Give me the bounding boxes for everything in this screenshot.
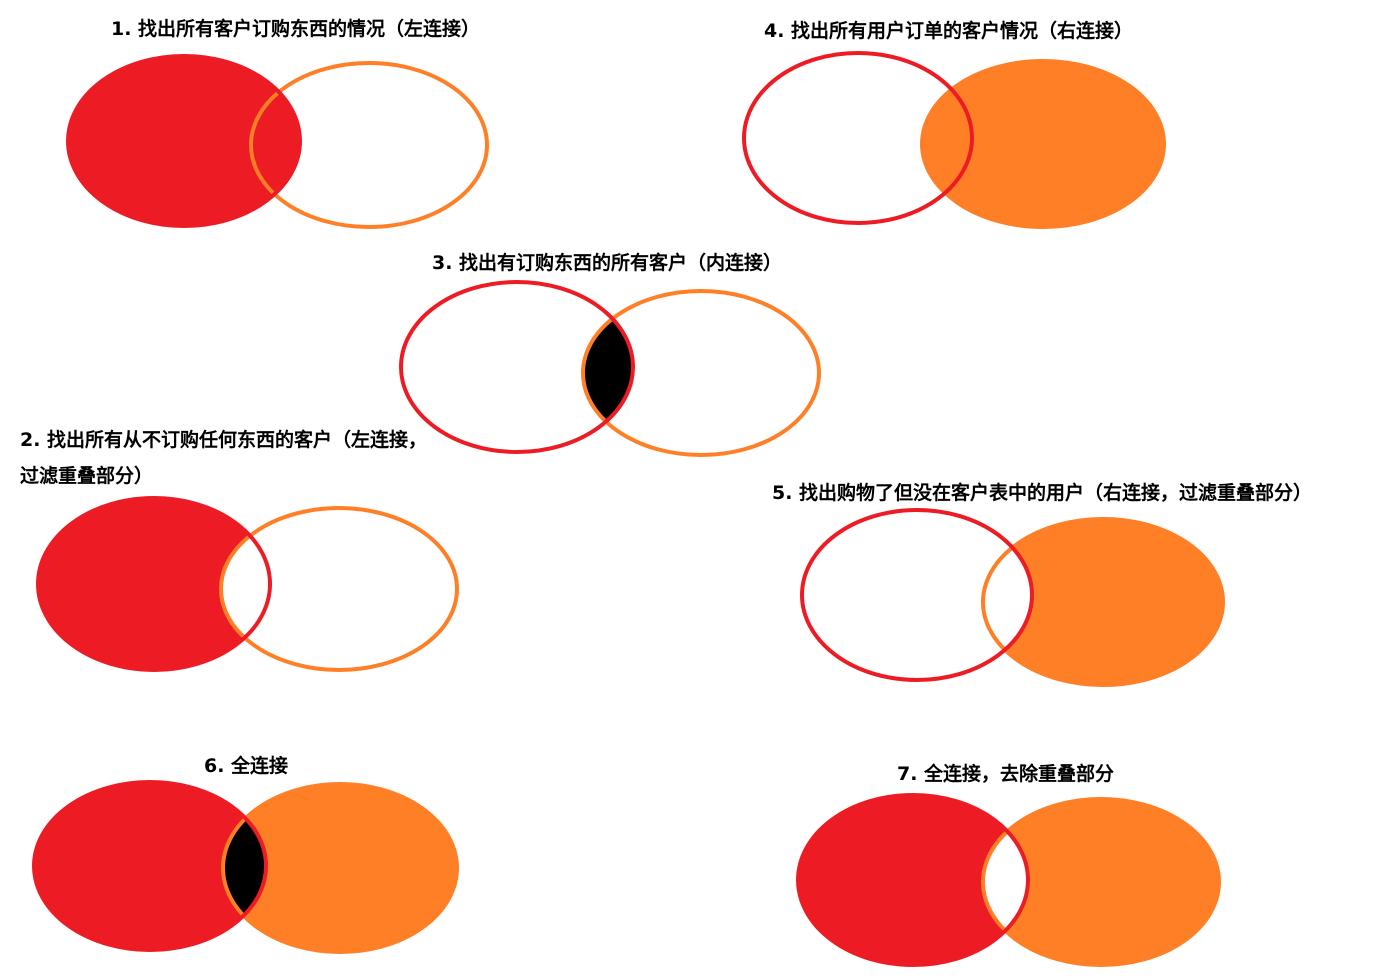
left-set-outline xyxy=(36,496,272,672)
caption-full-join-excluding: 7. 全连接，去除重叠部分 xyxy=(897,763,1115,785)
right-set-outline xyxy=(981,797,1221,967)
venn-d3 xyxy=(399,280,821,457)
right-set-fill xyxy=(983,799,1219,965)
left-set-outline xyxy=(66,54,302,228)
left-set-fill xyxy=(744,53,972,223)
venn-d4 xyxy=(742,51,1166,229)
caption-right-join: 4. 找出所有用户订单的客户情况（右连接） xyxy=(764,20,1134,42)
venn-d5 xyxy=(800,508,1225,687)
right-set-outline xyxy=(249,61,489,229)
right-set-outline xyxy=(920,59,1166,229)
venn-d2 xyxy=(36,496,459,672)
caption-left-join-excluding: 2. 找出所有从不订购任何东西的客户（左连接，过滤重叠部分） xyxy=(20,429,428,487)
left-set-fill xyxy=(401,282,633,452)
venn-d1 xyxy=(66,54,489,229)
venn-d6 xyxy=(32,780,459,954)
left-set-outline xyxy=(32,780,268,952)
left-set-outline xyxy=(399,280,635,454)
caption-right-join-excluding: 5. 找出购物了但没在客户表中的用户（右连接，过滤重叠部分） xyxy=(772,482,1313,504)
left-set-outline xyxy=(796,793,1030,967)
left-set-outline xyxy=(742,51,974,225)
caption-left-join: 1. 找出所有客户订购东西的情况（左连接） xyxy=(111,18,481,40)
right-set-outline xyxy=(221,782,459,954)
left-set-fill xyxy=(802,510,1032,680)
right-set-fill xyxy=(251,63,487,227)
right-set-fill xyxy=(922,61,1164,227)
right-set-fill xyxy=(223,784,457,952)
caption-full-join: 6. 全连接 xyxy=(204,755,289,777)
left-set-fill xyxy=(38,498,270,670)
left-set-fill xyxy=(68,56,300,226)
right-set-fill xyxy=(583,291,819,455)
right-set-outline xyxy=(981,517,1225,687)
right-set-fill xyxy=(221,508,457,670)
right-set-fill xyxy=(983,519,1223,685)
caption-inner-join: 3. 找出有订购东西的所有客户（内连接） xyxy=(432,252,783,274)
right-set-outline xyxy=(219,506,459,672)
left-set-outline xyxy=(800,508,1034,682)
left-set-fill xyxy=(34,782,266,950)
venn-d7 xyxy=(796,793,1221,967)
right-set-outline xyxy=(581,289,821,457)
left-set-fill xyxy=(798,795,1028,965)
